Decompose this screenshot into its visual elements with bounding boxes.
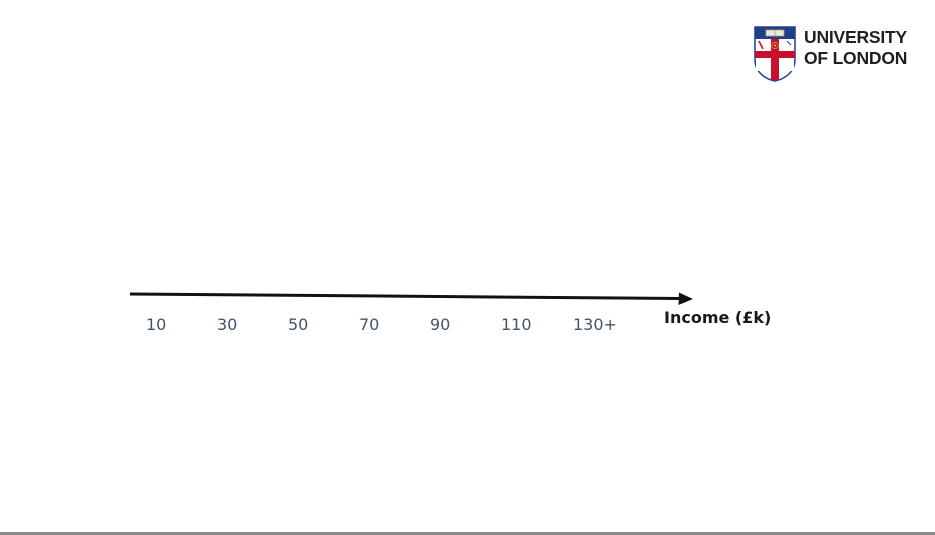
university-logo: UNIVERSITY OF LONDON [754,26,924,84]
bottom-divider [0,532,935,535]
axis-tick-label: 10 [146,315,167,334]
axis-tick-label: 130+ [573,315,617,334]
axis-tick-label: 50 [288,315,309,334]
axis-tick-label: 30 [217,315,238,334]
axis-arrowhead-icon [678,292,693,305]
university-crest-icon [754,26,796,82]
axis-line [129,292,681,300]
logo-line-2: OF LONDON [804,48,908,68]
axis-tick-label: 90 [430,315,451,334]
axis-title: Income (£k) [664,308,772,327]
logo-line-1: UNIVERSITY [804,27,908,47]
logo-wordmark: UNIVERSITY OF LONDON [804,27,907,69]
axis-tick-label: 70 [359,315,380,334]
axis-tick-label: 110 [501,315,532,334]
